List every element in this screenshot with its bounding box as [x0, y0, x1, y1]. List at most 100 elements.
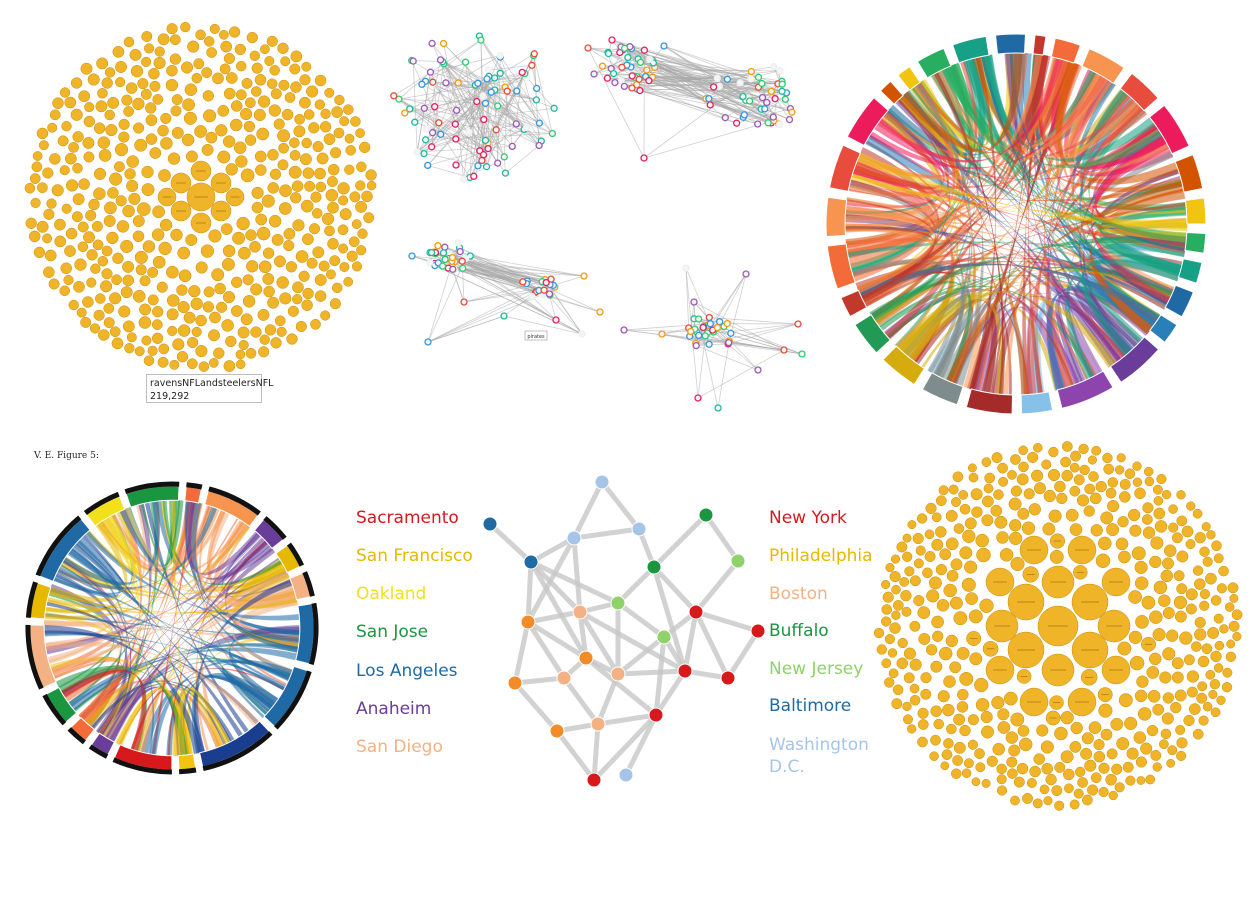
bubble-node [140, 88, 152, 100]
city-edge [703, 512, 741, 564]
bubble-node [976, 547, 991, 563]
legend-item: Los Angeles [356, 661, 458, 681]
bubble-node [1211, 540, 1222, 551]
city-edge [615, 634, 667, 677]
chord-tick-ring [124, 481, 180, 495]
city-edge [571, 535, 583, 615]
bubble-node [1016, 762, 1029, 775]
chord-group-arc [916, 47, 952, 79]
network-graph-4 [614, 262, 806, 412]
legend-item: San Diego [356, 737, 443, 757]
bubble-node [938, 485, 949, 496]
bubble-node [238, 339, 249, 351]
city-edge [615, 600, 667, 640]
bubble-node [125, 82, 138, 94]
network-edge [454, 269, 537, 292]
bubble-node [1210, 595, 1222, 606]
network-node [438, 262, 447, 270]
bubble-node [87, 73, 100, 86]
bubble-node [105, 124, 118, 137]
bubble-node [957, 688, 969, 701]
bubble-node [216, 301, 228, 313]
bubble-node [221, 319, 234, 332]
network-node [454, 239, 462, 247]
city-edge [525, 619, 589, 661]
bubble-node [264, 56, 275, 66]
city-node [631, 521, 647, 537]
bubble-node [891, 698, 903, 710]
bubble-node [1218, 565, 1229, 577]
network-node [434, 242, 442, 250]
bubble-node [975, 533, 989, 548]
bubble-node [1108, 790, 1118, 801]
bubble-node [1028, 503, 1041, 516]
bubble-node [167, 325, 178, 336]
bubble-node [881, 579, 891, 590]
bubble-node [49, 153, 61, 165]
chord-group-arc [1050, 37, 1082, 64]
bubble-node [304, 180, 316, 192]
network-edge [477, 83, 499, 107]
network-edge [623, 329, 785, 351]
network-node [535, 119, 544, 127]
network-edge [480, 40, 485, 120]
bubble-node [268, 104, 281, 117]
bubble-node [301, 61, 312, 72]
network-node [590, 70, 598, 78]
chord-group-arc [826, 243, 856, 290]
bubble-node [222, 135, 236, 148]
bubble-node [141, 56, 152, 67]
bubble-node [1173, 595, 1188, 610]
bubble-node [101, 268, 113, 280]
bubble-node [1186, 686, 1198, 698]
bubble-node [1098, 762, 1110, 774]
bubble-node [292, 294, 303, 305]
bubble-node [113, 161, 125, 173]
legend-item: San Francisco [356, 546, 473, 566]
bubble-node [959, 724, 971, 737]
bubble-node [135, 264, 147, 276]
bubble-node [1146, 666, 1160, 679]
bubble-node [57, 135, 69, 147]
city-edge [528, 535, 577, 565]
bubble-node [132, 97, 145, 111]
network-edge [607, 77, 737, 124]
bubble-node [28, 230, 41, 243]
bubble-node [348, 236, 360, 248]
bubble-node [1054, 480, 1066, 493]
bubble-node [1153, 496, 1164, 506]
network-node [739, 92, 747, 101]
bubble-node [918, 633, 931, 645]
bubble-node [149, 147, 162, 159]
bubble-node [36, 127, 49, 140]
bubble-node [1227, 582, 1239, 594]
bubble-node [290, 50, 303, 63]
bubble-node [302, 233, 314, 246]
bubble-node [195, 261, 208, 274]
bubble-node [240, 313, 253, 326]
network-edge [545, 282, 583, 335]
bubble-node [1162, 607, 1175, 619]
network-edge [533, 53, 537, 100]
network-node [706, 101, 714, 109]
network-edge [645, 76, 744, 97]
bubble-node [1088, 471, 1099, 482]
bubble-node [1152, 762, 1162, 772]
bubble-node [157, 33, 170, 46]
bubble-node [123, 106, 134, 117]
bubble-node [970, 488, 983, 501]
city-edge [512, 619, 531, 686]
bubble-node [185, 234, 198, 246]
bubble-node [909, 620, 921, 632]
bubble-node [1047, 468, 1061, 482]
bubble-node [65, 179, 79, 192]
bubble-node [1142, 526, 1156, 539]
bubble-node [339, 116, 350, 127]
bubble-node [1051, 785, 1063, 797]
bubble-node [1150, 749, 1162, 761]
network-node [459, 264, 467, 272]
network-node [460, 298, 468, 306]
network-graph-2 [584, 34, 806, 168]
bubble-node [54, 235, 67, 248]
chord-group-arc [846, 96, 889, 147]
